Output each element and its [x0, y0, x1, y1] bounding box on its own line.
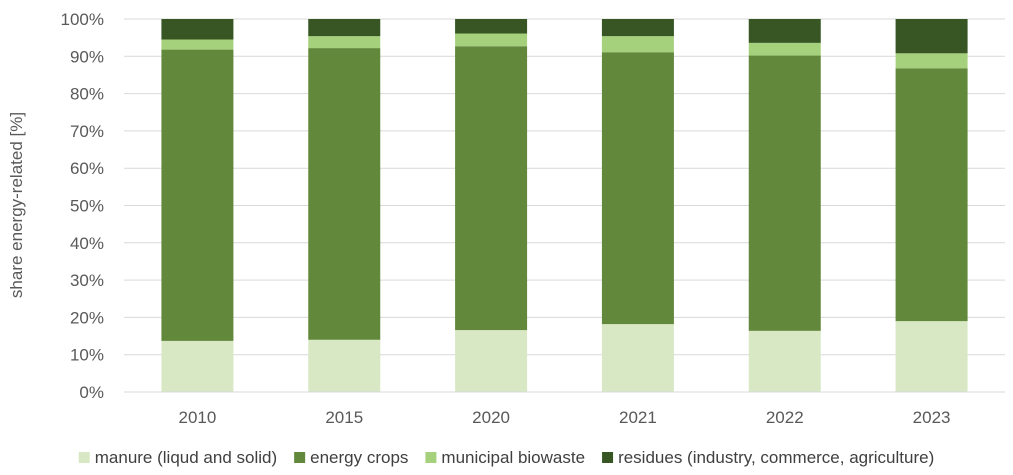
- bar-segment-2021-1: [601, 324, 674, 392]
- x-axis-tick-labels: 2010 2015 2020 2021 2022 2023: [179, 408, 951, 427]
- y-tick-label: 10%: [70, 346, 104, 365]
- y-tick-label: 100%: [61, 10, 104, 29]
- bar-segment-2023-4: [895, 19, 968, 54]
- y-tick-label: 20%: [70, 308, 104, 327]
- y-tick-label: 30%: [70, 271, 104, 290]
- y-tick-label: 40%: [70, 234, 104, 253]
- bars: [161, 19, 968, 392]
- legend-label: residues (industry, commerce, agricultur…: [618, 448, 934, 467]
- y-tick-label: 90%: [70, 47, 104, 66]
- x-tick-label: 2021: [619, 408, 657, 427]
- bar-segment-2020-2: [455, 46, 528, 331]
- bar-segment-2021-4: [601, 19, 674, 37]
- bar-segment-2010-3: [161, 39, 234, 50]
- bar-segment-2021-2: [601, 52, 674, 325]
- x-tick-label: 2022: [766, 408, 804, 427]
- legend: manure (liqud and solid) energy crops muni…: [78, 448, 934, 467]
- x-tick-label: 2010: [179, 408, 217, 427]
- legend-swatch: [425, 452, 437, 463]
- bar-segment-2015-1: [308, 339, 381, 392]
- grid-lines: [124, 18, 1005, 356]
- bar-segment-2022-2: [748, 55, 821, 331]
- y-axis-title: share energy-related [%]: [7, 112, 26, 298]
- bar-segment-2020-3: [455, 33, 528, 47]
- bar-segment-2023-3: [895, 53, 968, 69]
- legend-label: manure (liqud and solid): [95, 448, 277, 467]
- bar-segment-2023-1: [895, 321, 968, 392]
- y-tick-label: 50%: [70, 197, 104, 216]
- legend-swatch: [78, 452, 90, 463]
- legend-label: energy crops: [310, 448, 408, 467]
- legend-swatch: [294, 452, 306, 463]
- legend-label: municipal biowaste: [441, 448, 585, 467]
- bar-segment-2015-4: [308, 19, 381, 37]
- bar-segment-2022-3: [748, 42, 821, 56]
- bar-segment-2020-1: [455, 330, 528, 392]
- x-tick-label: 2023: [913, 408, 951, 427]
- y-tick-label: 80%: [70, 85, 104, 104]
- y-tick-label: 70%: [70, 122, 104, 141]
- y-tick-label: 60%: [70, 159, 104, 178]
- bar-segment-2020-4: [455, 19, 528, 34]
- bar-segment-2015-3: [308, 36, 381, 49]
- bar-segment-2010-4: [161, 19, 234, 40]
- x-tick-label: 2020: [472, 408, 510, 427]
- bar-segment-2023-2: [895, 68, 968, 322]
- bar-segment-2015-2: [308, 48, 381, 340]
- bar-segment-2022-4: [748, 19, 821, 43]
- bar-segment-2021-3: [601, 36, 674, 53]
- legend-swatch: [602, 452, 614, 463]
- y-axis-tick-labels: 0% 10% 20% 30% 40% 50% 60% 70% 80% 90% 100%: [61, 10, 104, 402]
- bar-segment-2010-1: [161, 340, 234, 392]
- x-tick-label: 2015: [325, 408, 363, 427]
- y-tick-label: 0%: [79, 383, 104, 402]
- bar-segment-2022-1: [748, 330, 821, 392]
- bar-segment-2010-2: [161, 49, 234, 341]
